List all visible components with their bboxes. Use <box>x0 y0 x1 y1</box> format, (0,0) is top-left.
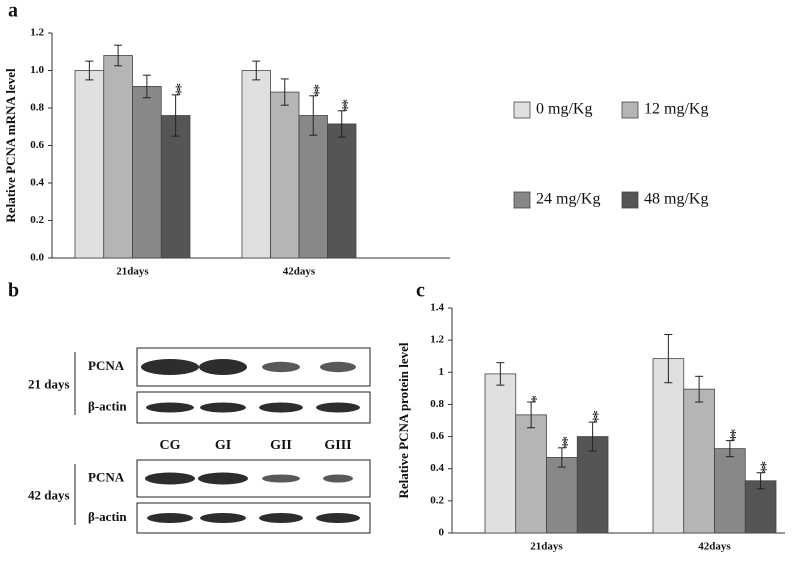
panel-label: a <box>8 0 18 22</box>
y-tick-label: 1.2 <box>30 27 44 39</box>
band <box>259 402 303 413</box>
bar <box>74 70 105 259</box>
error-bar <box>557 447 566 468</box>
band <box>262 361 300 373</box>
error-bar <box>280 78 289 106</box>
significance: ** <box>584 410 601 423</box>
significance: ** <box>553 436 570 449</box>
y-tick-label: 0.2 <box>430 494 444 506</box>
lane-label: GIII <box>324 438 351 453</box>
bar <box>683 388 715 534</box>
error-bar <box>337 110 346 138</box>
error-bar <box>114 44 123 67</box>
bar <box>546 457 578 534</box>
error-bar <box>527 401 536 429</box>
error-bar <box>171 94 180 137</box>
y-tick-label: 0.6 <box>430 430 444 442</box>
y-tick-label: 0.8 <box>30 102 44 114</box>
legend-label: 48 mg/Kg <box>644 191 708 208</box>
significance: ** <box>721 429 738 442</box>
error-bar <box>252 60 261 81</box>
x-tick-label: 42days <box>283 266 316 278</box>
significance: ** <box>305 84 322 97</box>
error-bar <box>725 440 734 458</box>
band <box>200 402 246 413</box>
y-tick-label: 0.0 <box>30 252 44 264</box>
significance: ** <box>333 99 350 112</box>
y-tick-label: 0.8 <box>430 398 444 410</box>
band <box>147 513 193 523</box>
y-axis-title: Relative PCNA mRNA level <box>3 68 18 223</box>
error-bar <box>756 472 765 490</box>
y-axis-title: Relative PCNA protein level <box>396 342 411 498</box>
row-label: PCNA <box>88 469 125 484</box>
error-bar <box>664 334 673 384</box>
bar <box>484 373 517 534</box>
row-label: β-actin <box>88 509 127 524</box>
band <box>323 474 353 483</box>
x-tick-label: 21days <box>530 541 563 553</box>
legend-label: 24 mg/Kg <box>536 191 600 208</box>
significance: ** <box>752 461 769 474</box>
lane-label: CG <box>160 438 181 453</box>
band <box>262 474 300 483</box>
band <box>199 359 247 375</box>
y-tick-label: 0.2 <box>30 214 44 226</box>
error-bar <box>309 95 318 136</box>
band <box>200 513 246 523</box>
error-bar <box>85 60 94 81</box>
y-tick-label: 0.6 <box>30 139 44 151</box>
legend-label: 0 mg/Kg <box>536 101 592 118</box>
y-tick-label: 0.4 <box>430 462 444 474</box>
legend-swatch <box>621 101 639 119</box>
bar <box>132 86 162 259</box>
bar <box>327 123 357 259</box>
legend-swatch <box>621 191 639 209</box>
legend-label: 12 mg/Kg <box>644 101 708 118</box>
y-tick-label: 0 <box>439 527 445 539</box>
legend-swatch <box>513 191 531 209</box>
panel-label: b <box>8 280 19 302</box>
bar <box>652 358 685 534</box>
group-label: 21 days <box>28 376 70 391</box>
row-label: β-actin <box>88 398 127 413</box>
group-label: 42 days <box>28 487 70 502</box>
bar <box>714 448 746 534</box>
band <box>141 359 199 375</box>
error-bar <box>142 74 151 99</box>
x-tick-label: 42days <box>698 541 731 553</box>
y-tick-label: 1.0 <box>30 64 44 76</box>
x-tick-label: 21days <box>116 266 149 278</box>
lane-label: GII <box>270 438 292 453</box>
error-bar <box>695 375 704 403</box>
band <box>320 361 356 373</box>
band <box>198 472 248 485</box>
legend-swatch <box>513 101 531 119</box>
band <box>145 472 195 485</box>
bar <box>270 91 300 259</box>
band <box>146 402 194 413</box>
band <box>259 513 303 523</box>
bar <box>241 70 271 259</box>
significance: * <box>523 395 540 403</box>
bar <box>103 55 133 259</box>
row-label: PCNA <box>88 358 125 373</box>
bar <box>160 115 191 259</box>
y-tick-label: 1.4 <box>430 302 444 314</box>
band <box>316 513 360 523</box>
bar <box>515 414 547 534</box>
y-tick-label: 1.2 <box>430 334 444 346</box>
y-tick-label: 1 <box>439 366 445 378</box>
panel-label: c <box>416 280 425 302</box>
lane-label: GI <box>215 438 231 453</box>
error-bar <box>588 421 597 452</box>
error-bar <box>496 362 505 386</box>
bar <box>298 115 328 259</box>
y-tick-label: 0.4 <box>30 177 44 189</box>
band <box>316 402 360 413</box>
significance: ** <box>167 83 184 96</box>
